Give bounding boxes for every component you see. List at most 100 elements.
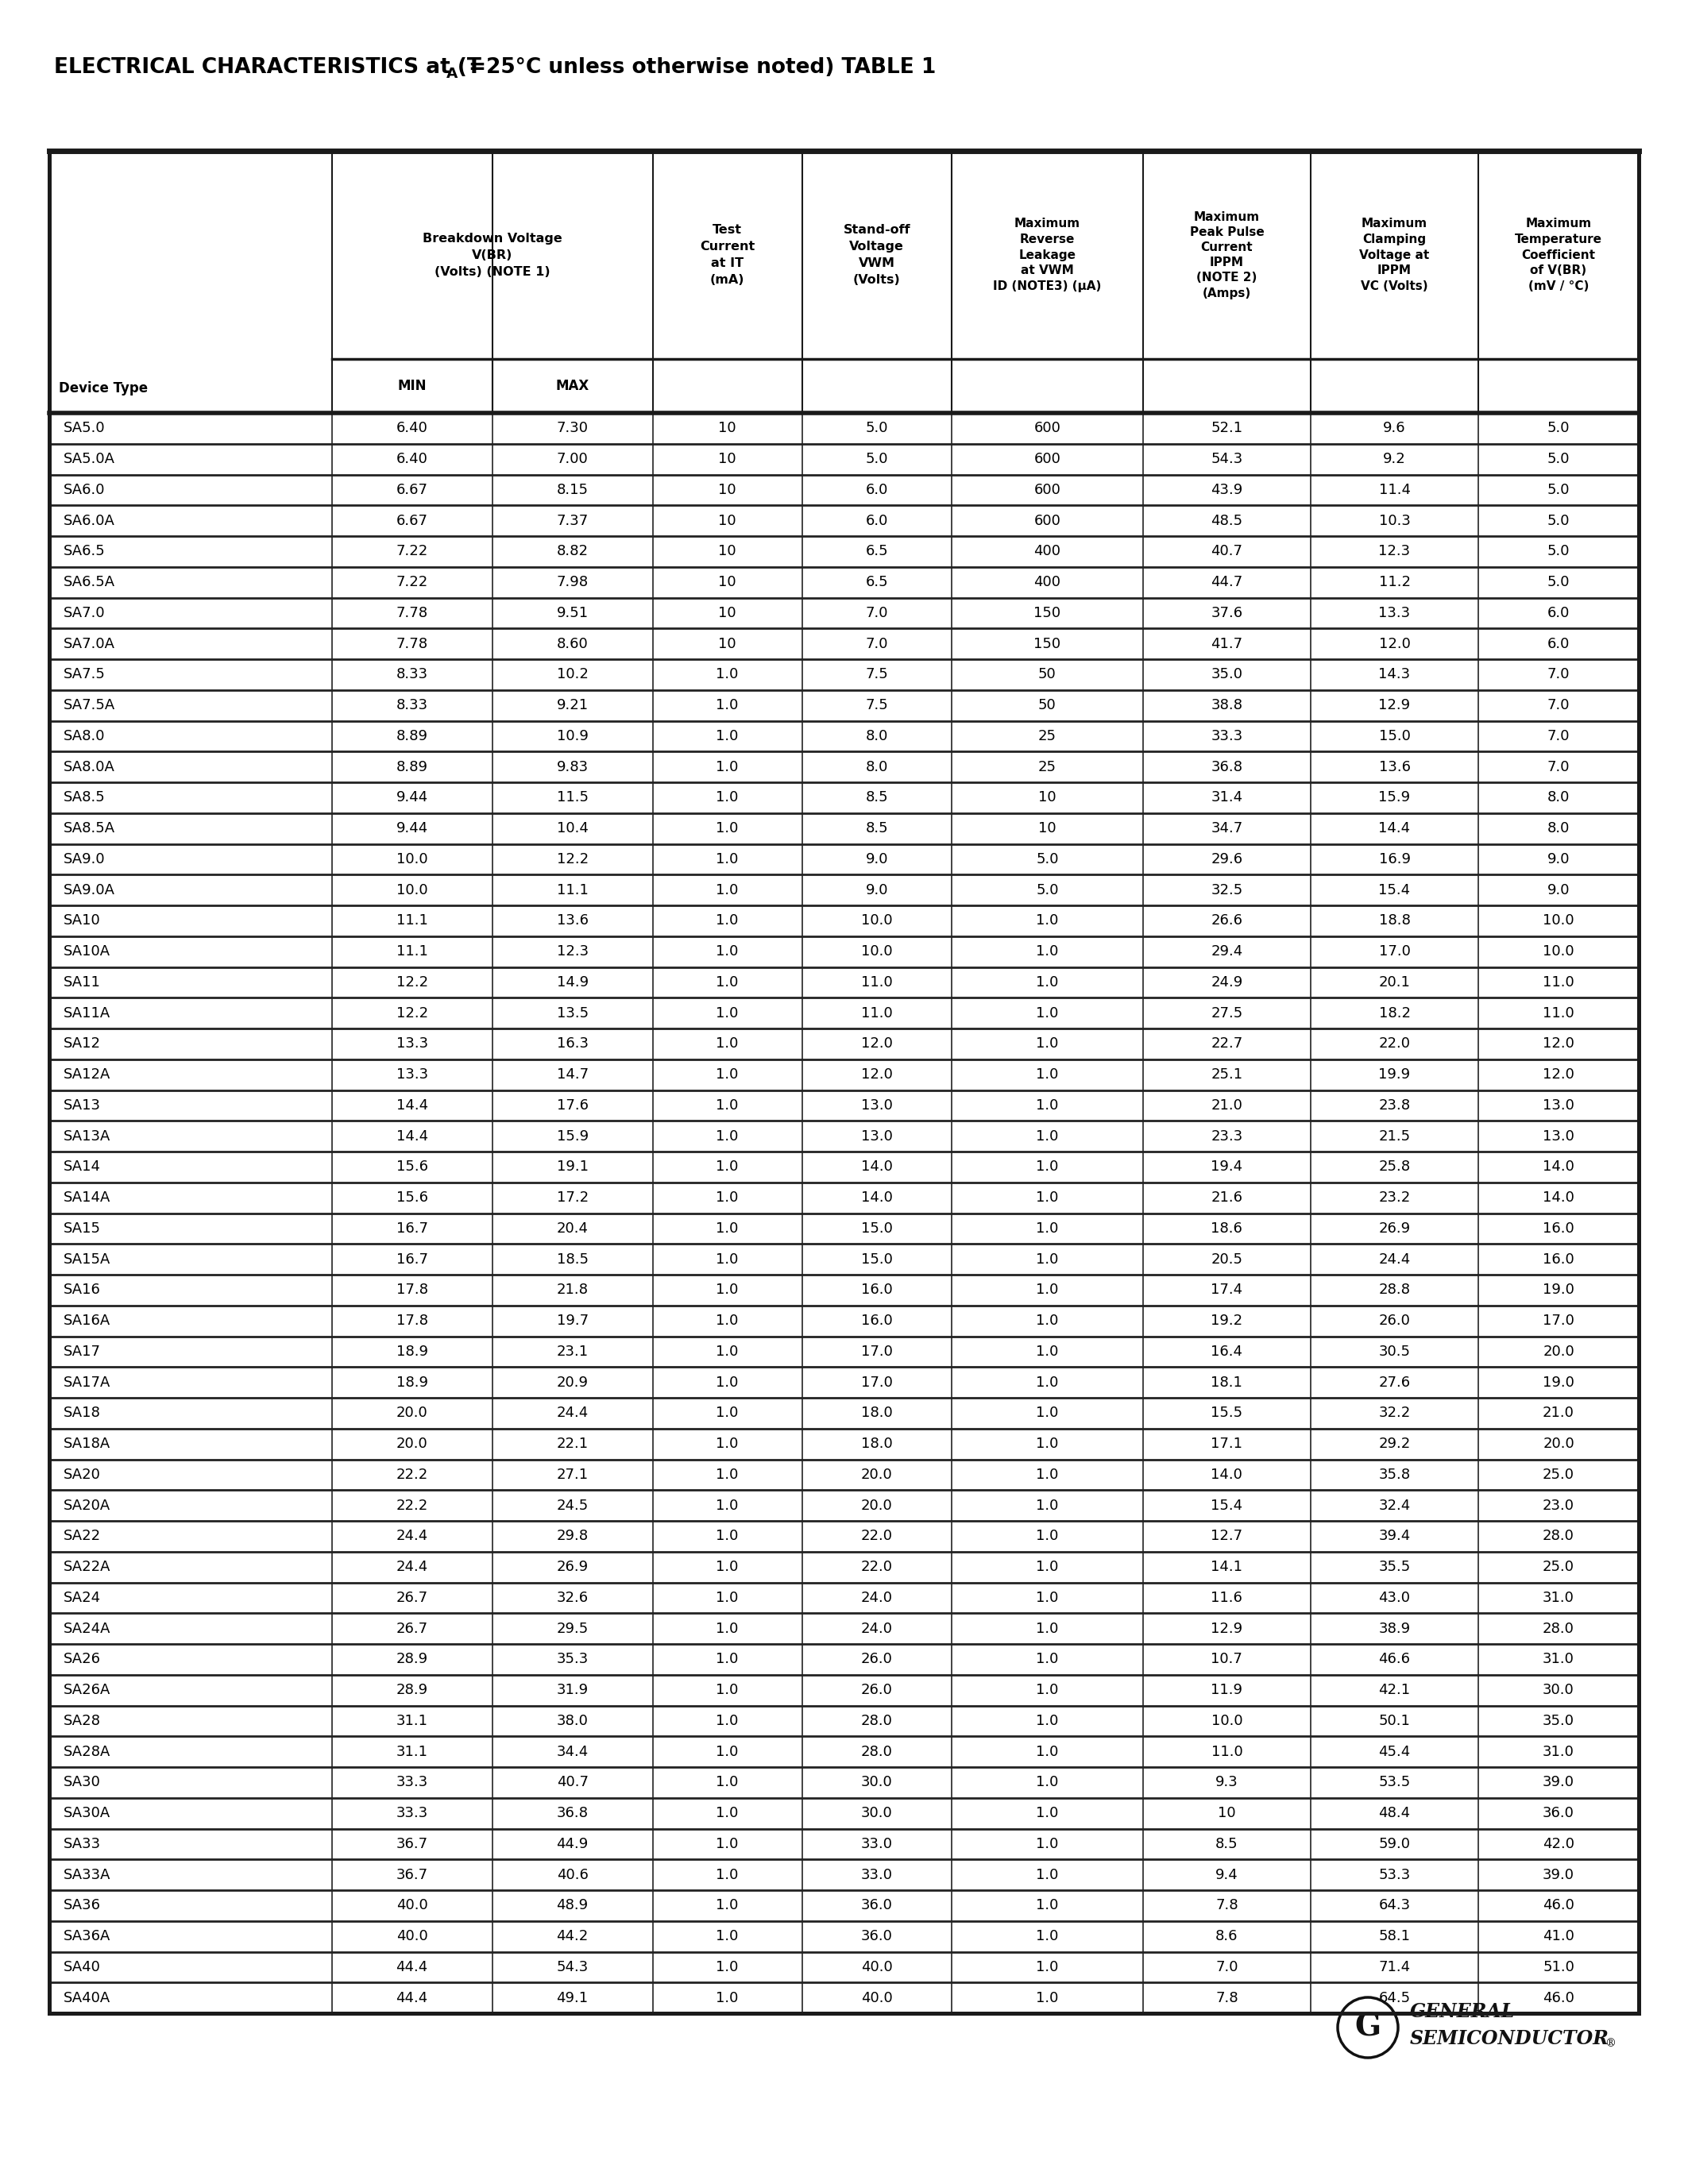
Text: 10.0: 10.0 <box>1543 943 1575 959</box>
Text: 5.0: 5.0 <box>1548 544 1570 559</box>
Text: 10: 10 <box>719 483 736 498</box>
Text: SA8.0A: SA8.0A <box>64 760 115 773</box>
Text: 26.9: 26.9 <box>1379 1221 1411 1236</box>
Text: MAX: MAX <box>555 378 589 393</box>
Text: 12.3: 12.3 <box>557 943 589 959</box>
Text: 1.0: 1.0 <box>716 1376 739 1389</box>
Text: 1.0: 1.0 <box>1036 1099 1058 1112</box>
Text: 22.7: 22.7 <box>1210 1037 1242 1051</box>
Text: 31.1: 31.1 <box>397 1745 427 1758</box>
Text: 24.4: 24.4 <box>1379 1251 1411 1267</box>
Text: 51.0: 51.0 <box>1543 1959 1575 1974</box>
Text: 42.1: 42.1 <box>1379 1684 1411 1697</box>
Text: 21.0: 21.0 <box>1543 1406 1575 1420</box>
Text: 1.0: 1.0 <box>1036 913 1058 928</box>
Text: 12.2: 12.2 <box>397 1007 429 1020</box>
Text: SA18A: SA18A <box>64 1437 111 1450</box>
Text: 43.9: 43.9 <box>1210 483 1242 498</box>
Text: 1.0: 1.0 <box>716 1437 739 1450</box>
Text: 6.0: 6.0 <box>866 483 888 498</box>
Text: 44.9: 44.9 <box>557 1837 589 1852</box>
Text: 31.0: 31.0 <box>1543 1590 1575 1605</box>
Text: 20.0: 20.0 <box>861 1498 893 1514</box>
Text: 17.1: 17.1 <box>1210 1437 1242 1450</box>
Text: 7.8: 7.8 <box>1215 1992 1239 2005</box>
Text: 1.0: 1.0 <box>716 882 739 898</box>
Text: 34.4: 34.4 <box>557 1745 589 1758</box>
Text: 13.3: 13.3 <box>397 1037 429 1051</box>
Text: 5.0: 5.0 <box>1036 882 1058 898</box>
Text: 11.0: 11.0 <box>1543 976 1575 989</box>
Text: SA6.0: SA6.0 <box>64 483 105 498</box>
Text: 1.0: 1.0 <box>716 1498 739 1514</box>
Text: 15.0: 15.0 <box>1379 729 1411 743</box>
Text: 9.0: 9.0 <box>866 852 888 867</box>
Text: 22.0: 22.0 <box>1379 1037 1411 1051</box>
Text: 21.8: 21.8 <box>557 1282 589 1297</box>
Text: 25.8: 25.8 <box>1379 1160 1411 1175</box>
Text: 5.0: 5.0 <box>866 452 888 467</box>
Text: 28.9: 28.9 <box>397 1684 429 1697</box>
Text: 45.4: 45.4 <box>1379 1745 1411 1758</box>
Text: 13.6: 13.6 <box>557 913 589 928</box>
Text: SA15: SA15 <box>64 1221 101 1236</box>
Text: 5.0: 5.0 <box>1548 574 1570 590</box>
Text: SA28A: SA28A <box>64 1745 111 1758</box>
Text: 1.0: 1.0 <box>716 1928 739 1944</box>
Text: 1.0: 1.0 <box>1036 1745 1058 1758</box>
Text: 22.2: 22.2 <box>397 1468 429 1483</box>
Text: 46.0: 46.0 <box>1543 1898 1575 1913</box>
Text: 36.8: 36.8 <box>557 1806 589 1821</box>
Text: 13.0: 13.0 <box>861 1129 893 1144</box>
Text: 7.0: 7.0 <box>1215 1959 1237 1974</box>
Text: 21.6: 21.6 <box>1210 1190 1242 1206</box>
Text: 150: 150 <box>1033 605 1060 620</box>
Text: 16.0: 16.0 <box>861 1315 893 1328</box>
Text: 20.5: 20.5 <box>1210 1251 1242 1267</box>
Text: 1.0: 1.0 <box>716 1099 739 1112</box>
Text: 30.0: 30.0 <box>861 1806 893 1821</box>
Text: SA11: SA11 <box>64 976 101 989</box>
Text: 5.0: 5.0 <box>1548 513 1570 529</box>
Text: 58.1: 58.1 <box>1379 1928 1411 1944</box>
Text: 29.8: 29.8 <box>557 1529 589 1544</box>
Text: 8.6: 8.6 <box>1215 1928 1237 1944</box>
Text: 1.0: 1.0 <box>716 913 739 928</box>
Text: 22.0: 22.0 <box>861 1559 893 1575</box>
Text: SA5.0A: SA5.0A <box>64 452 115 467</box>
Text: 28.0: 28.0 <box>861 1745 893 1758</box>
Text: 37.6: 37.6 <box>1210 605 1242 620</box>
Text: 40.0: 40.0 <box>861 1959 893 1974</box>
Text: 40.0: 40.0 <box>861 1992 893 2005</box>
Text: SA12A: SA12A <box>64 1068 111 1081</box>
Text: 1.0: 1.0 <box>716 821 739 836</box>
Text: 1.0: 1.0 <box>716 1776 739 1789</box>
Text: 22.0: 22.0 <box>861 1529 893 1544</box>
Text: 1.0: 1.0 <box>716 1898 739 1913</box>
Text: SA22: SA22 <box>64 1529 101 1544</box>
Text: 600: 600 <box>1033 513 1060 529</box>
Text: 1.0: 1.0 <box>1036 1621 1058 1636</box>
Text: 7.0: 7.0 <box>1548 760 1570 773</box>
Text: 600: 600 <box>1033 483 1060 498</box>
Text: 59.0: 59.0 <box>1379 1837 1411 1852</box>
Text: 8.0: 8.0 <box>1548 791 1570 806</box>
Text: 9.3: 9.3 <box>1215 1776 1239 1789</box>
Text: 1.0: 1.0 <box>1036 1437 1058 1450</box>
Text: 1.0: 1.0 <box>1036 1160 1058 1175</box>
Text: 33.3: 33.3 <box>1210 729 1242 743</box>
Text: 40.7: 40.7 <box>1210 544 1242 559</box>
Bar <box>49 151 1639 2014</box>
Text: 1.0: 1.0 <box>1036 976 1058 989</box>
Text: 9.21: 9.21 <box>557 699 589 712</box>
Text: 52.1: 52.1 <box>1210 422 1242 435</box>
Text: 1.0: 1.0 <box>1036 1190 1058 1206</box>
Text: 1.0: 1.0 <box>716 1345 739 1358</box>
Text: 19.1: 19.1 <box>557 1160 589 1175</box>
Text: 23.1: 23.1 <box>557 1345 589 1358</box>
Text: 28.9: 28.9 <box>397 1653 429 1666</box>
Text: 30.5: 30.5 <box>1379 1345 1411 1358</box>
Text: 1.0: 1.0 <box>716 1992 739 2005</box>
Text: 8.5: 8.5 <box>1215 1837 1239 1852</box>
Text: SA14: SA14 <box>64 1160 101 1175</box>
